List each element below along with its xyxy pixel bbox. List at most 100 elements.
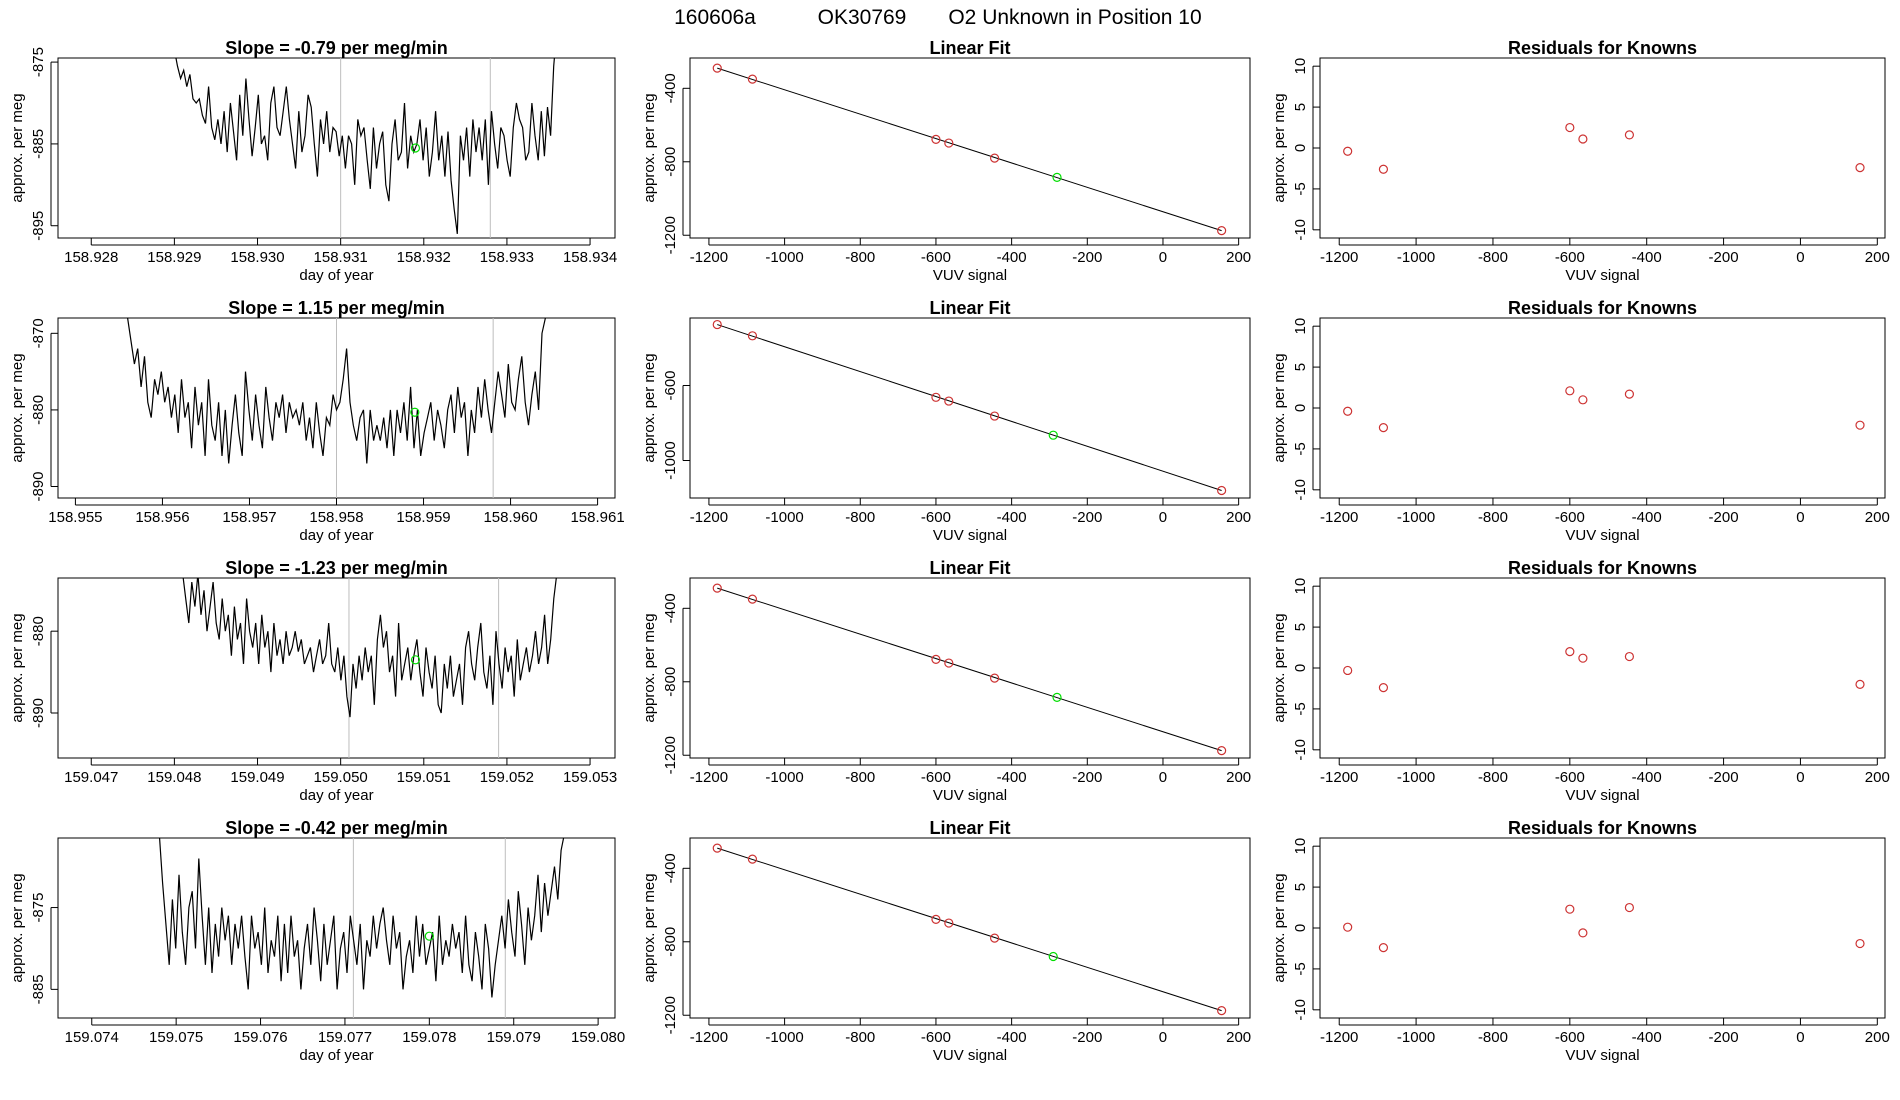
y-tick-label: -1200 xyxy=(662,736,679,774)
y-tick-label: -5 xyxy=(1292,962,1309,975)
y-tick-label: -5 xyxy=(1292,182,1309,195)
x-tick-label: -1000 xyxy=(1397,769,1435,786)
x-tick-label: 158.932 xyxy=(397,249,451,266)
unknown-point xyxy=(1048,430,1058,440)
y-tick-label: -890 xyxy=(30,698,47,728)
x-tick-label: -400 xyxy=(1632,509,1662,526)
x-tick-label: -200 xyxy=(1072,509,1102,526)
x-tick-label: -1200 xyxy=(690,769,728,786)
plot-frame xyxy=(1319,317,1886,499)
y-tick-label: 10 xyxy=(1292,58,1309,75)
x-tick-label: 158.933 xyxy=(480,249,534,266)
y-axis-label: approx. per meg xyxy=(1271,873,1288,982)
unknown-mean-point xyxy=(410,407,420,417)
y-tick-label: -1200 xyxy=(662,216,679,254)
x-tick-label: -200 xyxy=(1709,1029,1739,1046)
x-tick-label: 158.930 xyxy=(230,249,284,266)
x-tick-label: 200 xyxy=(1865,509,1890,526)
panel-title: Residuals for Knowns xyxy=(1508,818,1697,838)
y-axis-label: approx. per meg xyxy=(641,353,658,462)
y-tick-label: -1200 xyxy=(662,996,679,1034)
x-tick-label: 159.051 xyxy=(397,769,451,786)
known-standard-point xyxy=(1565,647,1575,657)
x-axis: -1200 -1000 -800 -600 -400 -200 0 200 VUV signal xyxy=(690,498,1251,544)
x-tick-label: 158.928 xyxy=(64,249,118,266)
y-tick-label: -880 xyxy=(30,616,47,646)
x-tick-label: -800 xyxy=(1478,769,1508,786)
x-tick-label: -800 xyxy=(845,769,875,786)
y-tick-label: -880 xyxy=(30,395,47,425)
x-tick-label: -400 xyxy=(997,509,1027,526)
x-axis-label: day of year xyxy=(299,1047,373,1064)
x-tick-label: -1200 xyxy=(1320,769,1358,786)
plot-frame xyxy=(57,57,616,239)
unknown-mean-point xyxy=(410,143,421,153)
x-tick-label: -800 xyxy=(1478,509,1508,526)
y-tick-label: 5 xyxy=(1292,883,1309,891)
x-axis: -1200 -1000 -800 -600 -400 -200 0 200 VUV signal xyxy=(690,758,1251,804)
known-standard-point xyxy=(1217,226,1227,236)
panel-title: Residuals for Knowns xyxy=(1508,298,1697,318)
x-tick-label: -1000 xyxy=(765,509,803,526)
plot-frame xyxy=(689,57,1251,239)
y-tick-label: 0 xyxy=(1292,924,1309,932)
x-axis-label: VUV signal xyxy=(933,267,1007,284)
known-standard-point xyxy=(712,319,722,330)
x-tick-label: -1200 xyxy=(1320,1029,1358,1046)
x-tick-label: 159.079 xyxy=(487,1029,541,1046)
y-tick-label: 10 xyxy=(1292,318,1309,335)
known-standard-point xyxy=(1624,902,1635,913)
y-tick-label: -600 xyxy=(662,370,679,400)
y-tick-label: 0 xyxy=(1292,144,1309,152)
y-tick-label: 0 xyxy=(1292,664,1309,672)
panel-3-2: Linear Fit -1200 -1000 -800 -600 -400 -200 0 200… xyxy=(641,558,1251,804)
x-tick-label: -1000 xyxy=(765,249,803,266)
plot-area xyxy=(127,318,546,498)
x-tick-label: 200 xyxy=(1865,249,1890,266)
x-tick-label: -600 xyxy=(1555,509,1585,526)
x-tick-label: -200 xyxy=(1709,769,1739,786)
known-standard-point xyxy=(944,918,954,928)
y-tick-label: -5 xyxy=(1292,702,1309,715)
plot-area xyxy=(712,583,1227,756)
x-tick-label: 0 xyxy=(1796,1029,1804,1046)
x-tick-label: -400 xyxy=(997,249,1027,266)
known-standard-point xyxy=(1578,928,1588,938)
x-tick-label: 0 xyxy=(1796,249,1804,266)
x-axis-label: day of year xyxy=(299,267,373,284)
x-tick-label: -800 xyxy=(845,509,875,526)
plot-frame xyxy=(57,577,616,759)
known-standard-point xyxy=(931,134,941,144)
plot-frame xyxy=(1319,577,1886,759)
unknown-mean-point xyxy=(424,931,434,941)
plot-area xyxy=(1343,386,1865,433)
known-standard-point xyxy=(1578,395,1588,405)
x-tick-label: 0 xyxy=(1159,509,1167,526)
plot-area xyxy=(158,838,565,1018)
y-tick-label: 5 xyxy=(1292,363,1309,371)
x-tick-label: 0 xyxy=(1796,769,1804,786)
x-tick-label: 159.075 xyxy=(149,1029,203,1046)
y-tick-label: -800 xyxy=(662,927,679,957)
y-axis-label: approx. per meg xyxy=(9,873,26,982)
known-standard-point xyxy=(1855,679,1865,689)
panel-title: Slope = -0.42 per meg/min xyxy=(225,818,448,838)
known-standard-point xyxy=(989,673,1000,683)
x-tick-label: 158.929 xyxy=(147,249,201,266)
known-standard-point xyxy=(989,153,1000,163)
known-standard-point xyxy=(1565,904,1575,914)
panel-2-2: Linear Fit -1200 -1000 -800 -600 -400 -200 0 200… xyxy=(641,298,1251,544)
x-tick-label: 159.080 xyxy=(571,1029,625,1046)
known-standard-point xyxy=(1343,665,1353,676)
plot-area xyxy=(175,58,555,238)
x-tick-label: -1000 xyxy=(1397,249,1435,266)
known-standard-point xyxy=(1855,163,1865,173)
fit-line xyxy=(717,67,1222,232)
y-tick-label: 5 xyxy=(1292,623,1309,631)
y-axis-label: approx. per meg xyxy=(641,873,658,982)
x-tick-label: 200 xyxy=(1226,509,1251,526)
